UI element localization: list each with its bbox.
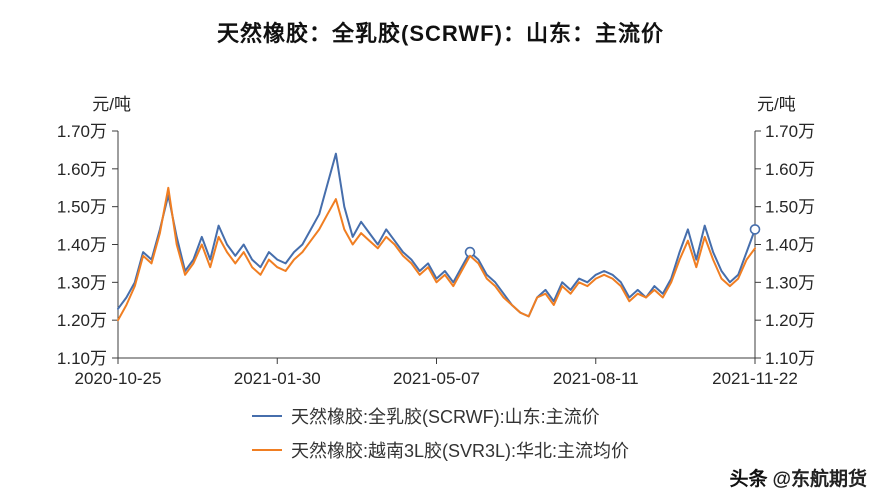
legend-line-swatch-blue <box>251 415 282 417</box>
y-tick-label-left: 1.70万 <box>57 122 107 141</box>
y-tick-label-left: 1.10万 <box>57 349 107 368</box>
legend-line-swatch-orange <box>251 449 282 451</box>
y-tick-label-left: 1.30万 <box>57 273 107 292</box>
watermark: 头条 @东航期货 <box>729 464 867 491</box>
x-tick-label: 2021-11-22 <box>712 369 798 388</box>
chart-series <box>117 152 761 322</box>
x-tick-label: 2021-05-07 <box>393 369 480 388</box>
legend-label: 天然橡胶:全乳胶(SCRWF):山东:主流价 <box>290 407 600 427</box>
legend-label: 天然橡胶:越南3L胶(SVR3L):华北:主流均价 <box>290 441 630 461</box>
chart-axes: 1.10万 1.10万 1.20万 1.20万 1.30万 1.30万 1.40万 1.40万… <box>57 122 815 388</box>
page-title: 天然橡胶：全乳胶(SCRWF)：山东：主流价 <box>217 21 664 46</box>
y-tick-label-right: 1.10万 <box>765 349 815 368</box>
y-tick-label-left: 1.60万 <box>57 160 107 179</box>
y-tick-label-right: 1.40万 <box>765 236 815 255</box>
x-tick-label: 2020-10-25 <box>75 369 162 388</box>
y-axis-unit-left: 元/吨 <box>92 95 131 114</box>
y-tick-label-right: 1.70万 <box>765 122 815 141</box>
series-line <box>117 152 756 318</box>
x-tick-label: 2021-08-11 <box>553 369 639 388</box>
watermark-brand: 头条 <box>729 469 768 490</box>
y-axis-unit-right: 元/吨 <box>757 95 796 114</box>
y-tick-label-left: 1.20万 <box>57 311 107 330</box>
y-tick-label-right: 1.20万 <box>765 311 815 330</box>
y-tick-label-right: 1.60万 <box>765 160 815 179</box>
legend-item-scrwf: 天然橡胶:全乳胶(SCRWF):山东:主流价 <box>251 404 600 428</box>
legend: 天然橡胶:全乳胶(SCRWF):山东:主流价 天然橡胶:越南3L胶(SVR3L)… <box>0 404 881 462</box>
series-line <box>117 186 756 322</box>
y-tick-label-right: 1.50万 <box>765 198 815 217</box>
legend-item-svr3l: 天然橡胶:越南3L胶(SVR3L):华北:主流均价 <box>251 438 630 462</box>
y-tick-label-right: 1.30万 <box>765 273 815 292</box>
y-tick-label-left: 1.50万 <box>57 198 107 217</box>
watermark-handle: @东航期货 <box>772 469 867 490</box>
series-marker <box>749 224 761 235</box>
y-tick-label-left: 1.40万 <box>57 236 107 255</box>
x-tick-label: 2021-01-30 <box>234 369 321 388</box>
